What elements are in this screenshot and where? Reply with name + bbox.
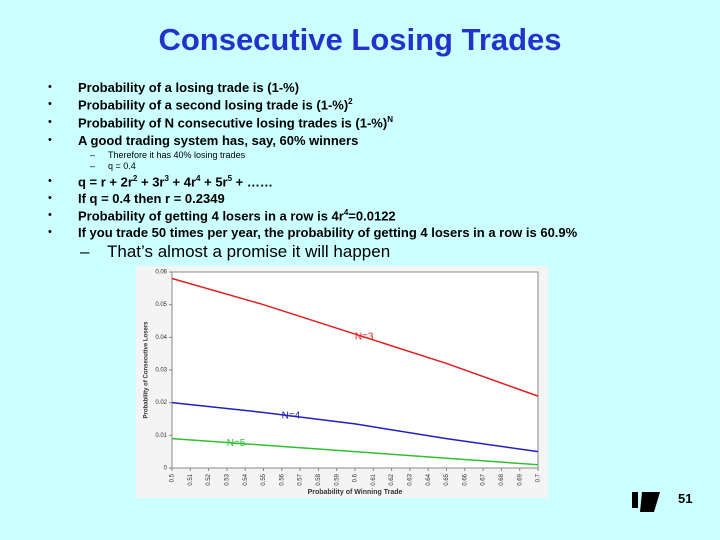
- x-tick-label: 0.57: [298, 473, 304, 485]
- sub-bullet: q = 0.4: [108, 161, 136, 171]
- x-tick-label: 0.63: [407, 473, 413, 485]
- x-tick-label: 0.62: [389, 473, 395, 485]
- bullet: Probability of a second losing trade is …: [78, 97, 353, 112]
- x-tick-label: 0.55: [261, 473, 267, 485]
- x-tick-label: 0.6: [353, 473, 359, 482]
- x-tick-label: 0.56: [279, 473, 285, 485]
- bullet: If you trade 50 times per year, the prob…: [78, 225, 577, 240]
- dash: –: [80, 242, 90, 261]
- text: Probability of N consecutive losing trad…: [78, 115, 388, 131]
- y-tick-label: 0.03: [155, 368, 167, 374]
- chart: 0 0.01 0.02 0.03 0.04 0.05 0.06 0.5 0.51 0.52 0.53…: [136, 266, 548, 498]
- bullet-dot: •: [48, 209, 52, 221]
- logo: [632, 492, 660, 512]
- text: Probability of a losing trade is (1-%): [78, 80, 300, 95]
- x-tick-label: 0.68: [499, 473, 505, 485]
- text: + 3r: [137, 174, 165, 190]
- bullet: q = r + 2r2 + 3r3 + 4r4 + 5r5 + ……: [78, 174, 273, 189]
- x-tick-label: 0.66: [462, 473, 468, 485]
- bullet: If q = 0.4 then r = 0.2349: [78, 191, 225, 206]
- x-tick-label: 0.7: [536, 473, 542, 482]
- bullet-dot: •: [48, 175, 52, 187]
- x-tick-label: 0.59: [334, 473, 340, 485]
- superscript: 4: [343, 208, 349, 217]
- bullet-dot: •: [48, 192, 52, 204]
- x-tick-label: 0.67: [481, 473, 487, 485]
- text: If q = 0.4 then r = 0.2349: [78, 191, 225, 206]
- y-tick-label: 0.02: [155, 400, 167, 406]
- plot-area: [171, 271, 539, 469]
- y-tick-label: 0.06: [155, 270, 167, 276]
- superscript: 4: [196, 174, 201, 183]
- x-tick-label: 0.58: [316, 473, 322, 485]
- line: [171, 277, 539, 397]
- series-label: N=5: [227, 438, 246, 449]
- bullet-dot: •: [48, 134, 52, 146]
- x-tick-label: 0.69: [517, 473, 523, 485]
- x-tick-label: 0.64: [426, 473, 432, 485]
- text: + ……: [232, 174, 273, 190]
- line: [171, 437, 539, 466]
- slide-title: Consecutive Losing Trades: [158, 22, 562, 57]
- sub-bullet: Therefore it has 40% losing trades: [108, 150, 246, 160]
- bullet: Probability of N consecutive losing trad…: [78, 115, 393, 130]
- y-axis-title: Probability of Consecutive Losers: [144, 321, 150, 419]
- text: Probability of getting 4 losers in a row…: [78, 208, 344, 224]
- text: + 5r: [200, 174, 228, 190]
- dash: –: [90, 161, 96, 171]
- x-tick-label: 0.61: [371, 473, 377, 485]
- x-tick-label: 0.5: [170, 473, 176, 482]
- page-number: 51: [678, 491, 693, 506]
- text: + 4r: [168, 174, 197, 190]
- text: Probability of a second losing trade is …: [78, 97, 349, 113]
- x-tick-label: 0.51: [188, 473, 194, 485]
- x-tick-label: 0.53: [224, 473, 230, 485]
- y-tick-label: 0.04: [155, 335, 167, 341]
- y-tick-label: 0.05: [155, 302, 167, 308]
- bullet: Probability of a losing trade is (1-%): [78, 80, 299, 95]
- series-label: N=4: [282, 411, 301, 422]
- text: q = r + 2r: [78, 174, 133, 190]
- text: If you trade 50 times per year, the prob…: [78, 225, 578, 240]
- bullet-dot: •: [48, 226, 52, 238]
- superscript: N: [387, 115, 393, 124]
- line: [171, 401, 539, 453]
- bullet-dot: •: [48, 98, 52, 110]
- superscript: 5: [227, 174, 233, 183]
- bullet: A good trading system has, say, 60% winn…: [78, 133, 358, 148]
- dash: –: [90, 150, 96, 160]
- superscript: 2: [348, 97, 353, 106]
- text: =0.0122: [348, 208, 396, 224]
- y-tick-label: 0.01: [155, 433, 167, 439]
- text: A good trading system has, say, 60% winn…: [78, 133, 359, 148]
- superscript: 3: [164, 174, 169, 183]
- x-tick-label: 0.65: [444, 473, 450, 485]
- bullet-dot: •: [48, 116, 52, 128]
- bullet-dot: •: [48, 81, 52, 93]
- superscript: 2: [132, 174, 138, 183]
- series-label: N=3: [355, 332, 374, 343]
- x-axis-title: Probability of Winning Trade: [308, 489, 403, 496]
- x-tick-label: 0.52: [206, 473, 212, 485]
- x-tick-label: 0.54: [243, 473, 249, 485]
- y-tick-label: 0: [164, 466, 168, 472]
- sub-bullet: That’s almost a promise it will happen: [107, 242, 391, 261]
- bullet: Probability of getting 4 losers in a row…: [78, 208, 396, 223]
